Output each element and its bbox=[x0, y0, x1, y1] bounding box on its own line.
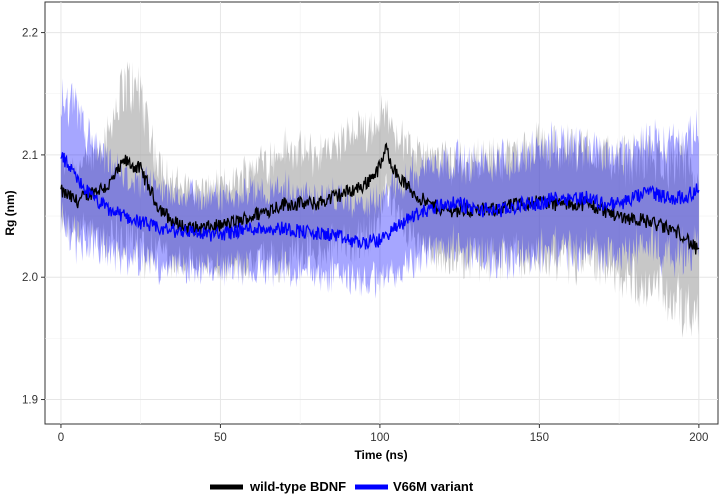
y-tick-label: 1.9 bbox=[22, 395, 38, 407]
x-tick-label: 200 bbox=[689, 432, 708, 444]
y-axis-title: Rg (nm) bbox=[3, 190, 17, 235]
y-tick-label: 2.2 bbox=[22, 28, 38, 40]
x-axis-title: Time (ns) bbox=[354, 448, 407, 462]
axes: 0 50 100 150 200 1.9 2.0 2.1 2.2 bbox=[22, 28, 708, 444]
band-series-0 bbox=[60, 61, 699, 338]
x-tick-label: 100 bbox=[370, 432, 389, 444]
legend-label-series-1: V66M variant bbox=[393, 479, 474, 494]
y-tick-label: 2.0 bbox=[22, 272, 38, 284]
line-series-0 bbox=[60, 142, 700, 255]
y-tick-label: 2.1 bbox=[22, 150, 38, 162]
band-series-1 bbox=[60, 78, 699, 299]
variability-bands bbox=[60, 61, 699, 338]
x-tick-label: 150 bbox=[530, 432, 549, 444]
legend-label-series-0: wild-type BDNF bbox=[249, 479, 346, 494]
x-tick-label: 50 bbox=[214, 432, 227, 444]
legend: wild-type BDNF V66M variant bbox=[210, 479, 474, 494]
line-series-1 bbox=[60, 152, 700, 250]
series-lines bbox=[60, 142, 700, 255]
x-tick-label: 0 bbox=[58, 432, 64, 444]
